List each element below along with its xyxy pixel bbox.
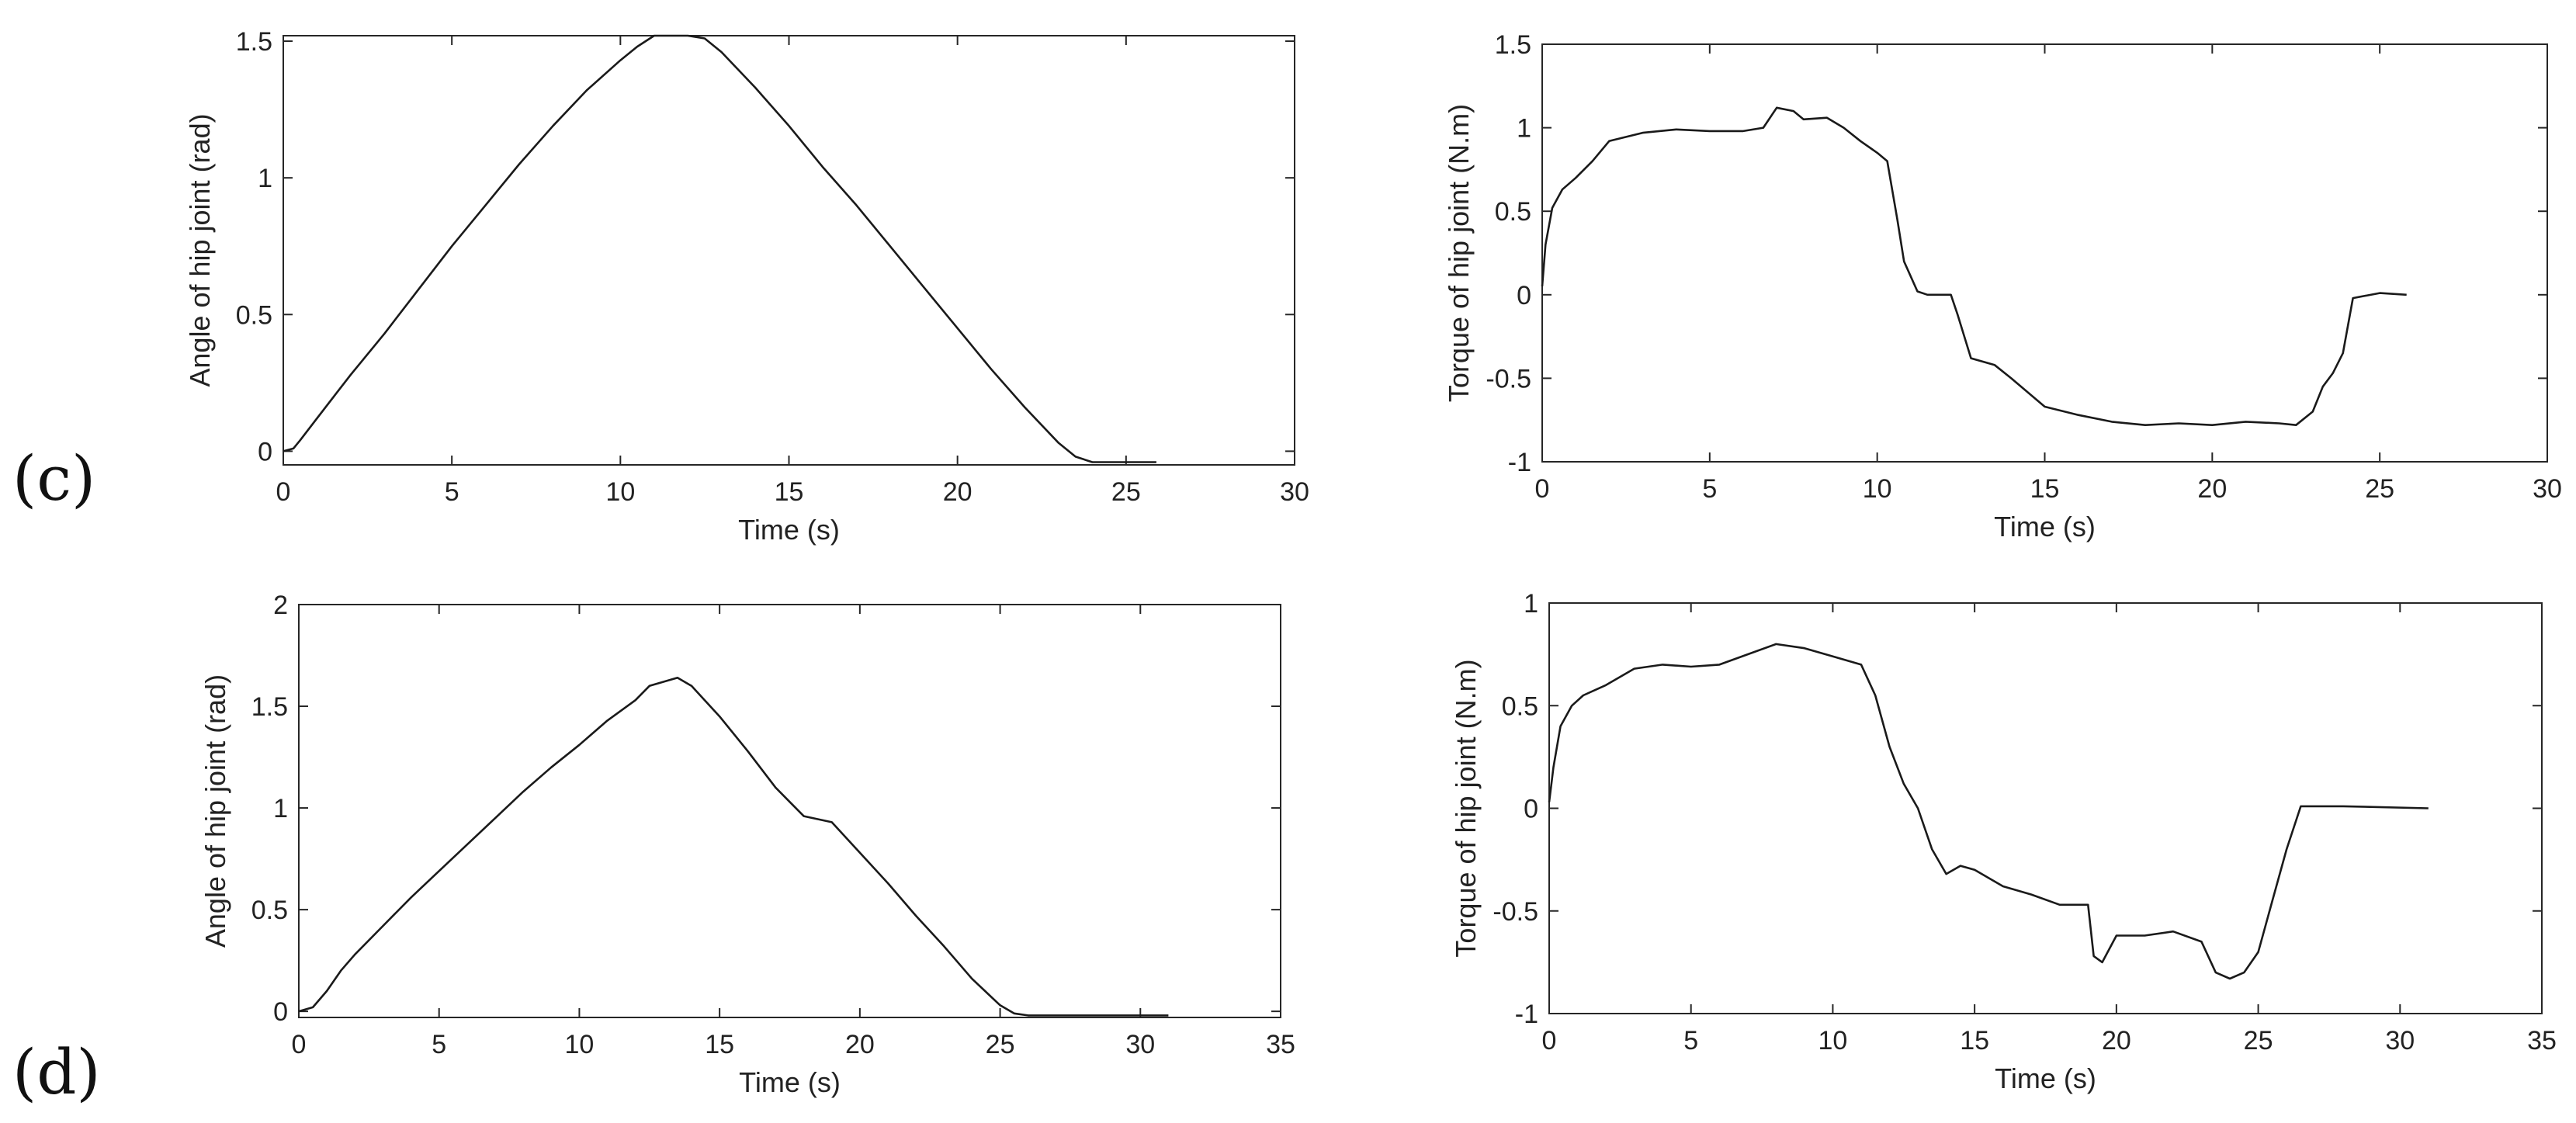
c-angle-xtick-label-1: 5	[445, 477, 459, 507]
c-torque-ytick-label-0: -1	[1508, 448, 1531, 477]
d-angle-xtick-label-7: 35	[1266, 1030, 1295, 1059]
c-torque-xtick-label-3: 15	[2030, 474, 2060, 504]
d-torque-ytick-label-3: 0.5	[1502, 691, 1538, 721]
c-angle-xtick-label-2: 10	[605, 477, 635, 507]
c-angle-xtick-label-5: 25	[1111, 477, 1141, 507]
d-torque-axes-box	[1548, 602, 2543, 1014]
d-torque-xtick-label-6: 30	[2385, 1026, 2415, 1055]
c-torque-series-line-0	[1541, 106, 2407, 427]
d-angle-ytick-label-0: 0	[273, 997, 288, 1027]
d-torque-ytick-label-1: -0.5	[1493, 897, 1538, 927]
d-torque-ytick-label-2: 0	[1524, 795, 1538, 824]
c-angle-ytick-label-0: 0	[258, 437, 272, 466]
d-torque-xtick-label-5: 25	[2244, 1026, 2273, 1055]
d-angle-xtick-label-4: 20	[845, 1030, 875, 1059]
d-angle-ytick-label-2: 1	[273, 794, 288, 823]
c-angle-xtick-label-0: 0	[276, 477, 291, 507]
d-torque-series-line-0	[1548, 643, 2429, 980]
d-angle-series-line-0	[298, 676, 1169, 1017]
c-torque-axes-box	[1541, 43, 2548, 463]
c-torque-xtick-label-2: 10	[1863, 474, 1892, 504]
c-angle-xtick-label-3: 15	[775, 477, 804, 507]
c-angle-xtick-label-6: 30	[1280, 477, 1309, 507]
d-torque-ytick-label-4: 1	[1524, 589, 1538, 619]
c-angle-ytick-label-1: 0.5	[236, 300, 272, 330]
c-angle-series-line-0	[283, 34, 1156, 463]
d-angle-xtick-label-1: 5	[432, 1030, 446, 1059]
row-label-d: (d)	[12, 1036, 101, 1108]
c-torque-ytick-label-5: 1.5	[1495, 30, 1531, 60]
c-torque-xtick-label-5: 25	[2365, 474, 2394, 504]
row-label-c: (c)	[12, 442, 96, 515]
d-angle-xtick-label-2: 10	[565, 1030, 595, 1059]
c-angle-ylabel: Angle of hip joint (rad)	[184, 113, 216, 386]
d-torque-ytick-label-0: -1	[1515, 1000, 1538, 1029]
d-angle-axes-box	[298, 604, 1281, 1018]
d-torque-xlabel: Time (s)	[1995, 1062, 2096, 1094]
c-torque-xtick-label-1: 5	[1702, 474, 1717, 504]
c-torque-xtick-label-0: 0	[1535, 474, 1550, 504]
d-angle-xlabel: Time (s)	[739, 1066, 841, 1098]
d-torque-xtick-label-0: 0	[1542, 1026, 1557, 1055]
d-angle-ylabel: Angle of hip joint (rad)	[199, 674, 231, 948]
d-torque-xtick-label-4: 20	[2102, 1026, 2131, 1055]
c-torque-xtick-label-4: 20	[2197, 474, 2227, 504]
d-angle-xtick-label-6: 30	[1125, 1030, 1155, 1059]
d-angle-ytick-label-4: 2	[273, 591, 288, 620]
c-torque-ytick-label-2: 0	[1517, 281, 1531, 310]
d-angle-xtick-label-3: 15	[705, 1030, 734, 1059]
d-angle-ytick-label-3: 1.5	[251, 692, 288, 722]
d-torque-xtick-label-7: 35	[2527, 1026, 2557, 1055]
d-torque-xtick-label-2: 10	[1818, 1026, 1848, 1055]
c-angle-ytick-label-3: 1.5	[236, 27, 272, 57]
c-angle-xtick-label-4: 20	[943, 477, 973, 507]
c-torque-xlabel: Time (s)	[1994, 511, 2096, 542]
c-torque-ytick-label-3: 0.5	[1495, 197, 1531, 227]
d-torque-xtick-label-3: 15	[1960, 1026, 1989, 1055]
d-torque-xtick-label-1: 5	[1683, 1026, 1698, 1055]
c-angle-axes-box	[283, 35, 1295, 466]
c-torque-ytick-label-4: 1	[1517, 114, 1531, 144]
d-torque-ylabel: Torque of hip joint (N.m)	[1450, 659, 1482, 957]
d-angle-ytick-label-1: 0.5	[251, 896, 288, 925]
c-angle-xlabel: Time (s)	[738, 514, 840, 546]
c-torque-ytick-label-1: -0.5	[1486, 364, 1531, 393]
c-torque-xtick-label-6: 30	[2533, 474, 2562, 504]
c-torque-ylabel: Torque of hip joint (N.m)	[1443, 104, 1475, 402]
d-angle-xtick-label-0: 0	[292, 1030, 307, 1059]
c-angle-ytick-label-2: 1	[258, 164, 272, 193]
d-angle-xtick-label-5: 25	[986, 1030, 1015, 1059]
